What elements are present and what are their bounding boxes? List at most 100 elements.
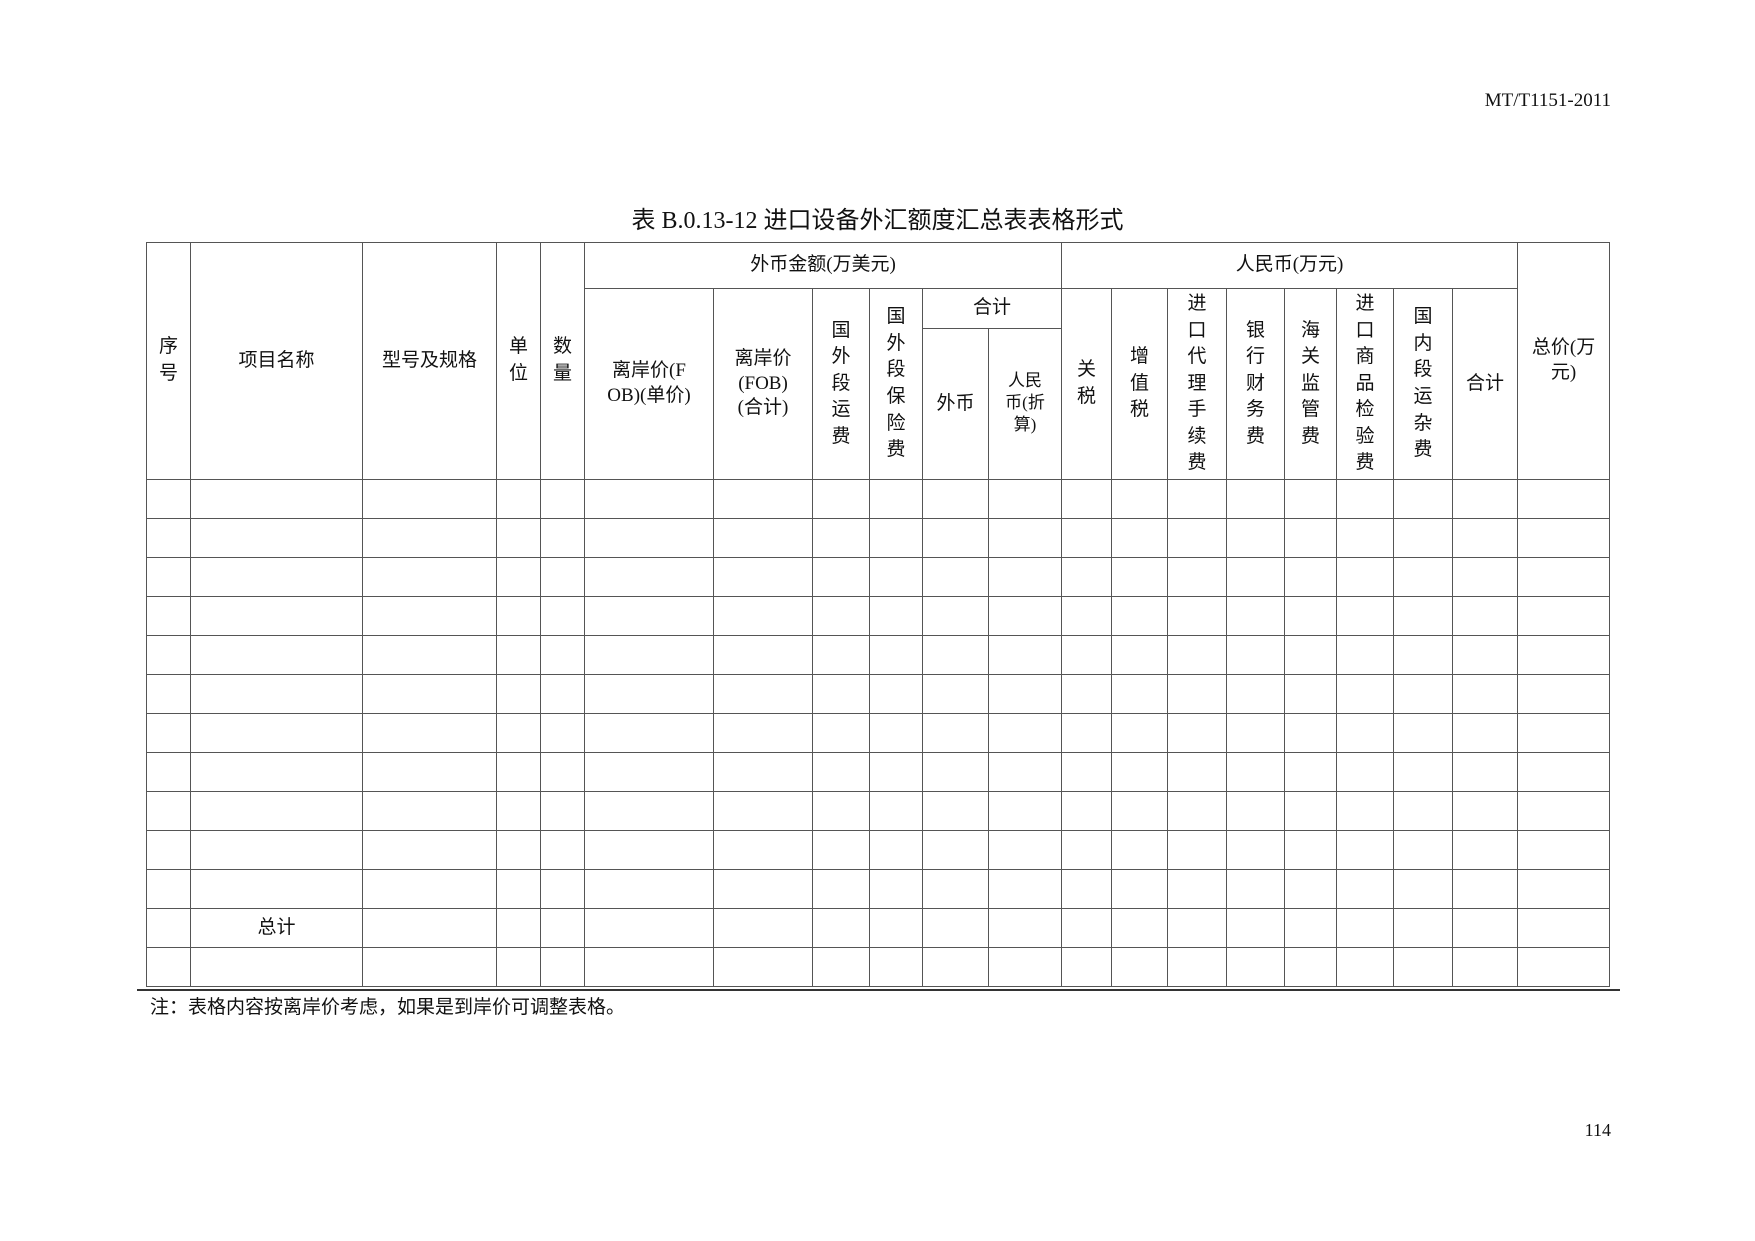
table-cell: [1393, 635, 1454, 675]
table-cell: [1167, 752, 1228, 792]
table-cell: [1517, 479, 1611, 519]
table-cell: [190, 947, 363, 987]
table-cell: [1284, 947, 1338, 987]
table-cell: [922, 479, 989, 519]
table-cell: [1393, 674, 1454, 714]
table-cell: [812, 830, 870, 870]
header-name: 项目名称: [190, 242, 363, 480]
table-cell: [190, 557, 363, 597]
table-cell: [869, 830, 923, 870]
table-cell: [1517, 908, 1611, 948]
table-cell: [987, 557, 1063, 597]
table-cell: [1111, 908, 1169, 948]
table-cell: [584, 830, 714, 870]
header-insurance: 国外段保险费: [869, 288, 923, 480]
table-cell: [1336, 713, 1395, 753]
header-bank: 银行财务费: [1226, 288, 1286, 480]
table-cell: [922, 830, 989, 870]
table-cell: [1111, 752, 1169, 792]
table-cell: [584, 518, 714, 558]
table-cell: [1061, 596, 1113, 636]
table-cell: [1111, 830, 1169, 870]
table-cell: [1226, 830, 1286, 870]
table-cell: [584, 674, 714, 714]
table-cell: [812, 518, 870, 558]
table-cell: [584, 908, 714, 948]
table-cell: [1061, 479, 1113, 519]
table-cell: [1336, 674, 1395, 714]
table-cell: [496, 557, 541, 597]
table-cell: [1452, 752, 1519, 792]
table-cell: [1111, 869, 1169, 909]
table-cell: [987, 947, 1063, 987]
table-cell: [362, 557, 497, 597]
table-cell: [713, 830, 813, 870]
table-cell: [540, 518, 585, 558]
table-cell: [1517, 713, 1611, 753]
table-cell: [146, 752, 191, 792]
table-cell: [1452, 518, 1519, 558]
table-cell: [1284, 518, 1338, 558]
table-cell: [1167, 908, 1228, 948]
table-cell: [987, 908, 1063, 948]
header-fob-unit: 离岸价(FOB)(单价): [584, 288, 714, 480]
table-cell: [922, 518, 989, 558]
table-cell: [1226, 557, 1286, 597]
table-cell: [362, 596, 497, 636]
table-cell: [1111, 596, 1169, 636]
table-cell: [146, 674, 191, 714]
table-cell: [190, 713, 363, 753]
table-cell: [1452, 635, 1519, 675]
table-cell: [1111, 557, 1169, 597]
table-cell: [362, 908, 497, 948]
table-cell: [1393, 713, 1454, 753]
table-cell: [1393, 869, 1454, 909]
table-cell: [584, 713, 714, 753]
table-cell: [713, 869, 813, 909]
table-cell: [713, 635, 813, 675]
table-cell: [146, 557, 191, 597]
table-cell: [987, 479, 1063, 519]
header-agency: 进口代理手续费: [1167, 288, 1228, 480]
table-cell: [1111, 674, 1169, 714]
table-cell: [987, 596, 1063, 636]
table-cell: [869, 713, 923, 753]
table-cell: [1226, 908, 1286, 948]
table-row: [146, 791, 1611, 831]
table-cell: [922, 908, 989, 948]
table-cell: [812, 908, 870, 948]
table-cell: [540, 557, 585, 597]
table-cell: [869, 674, 923, 714]
table-cell: [1226, 791, 1286, 831]
table-cell: [869, 518, 923, 558]
table-cell: [812, 713, 870, 753]
table-cell: [1284, 713, 1338, 753]
table-cell: [1517, 557, 1611, 597]
table-cell: [713, 557, 813, 597]
table-cell: [1167, 596, 1228, 636]
table-cell: [1167, 557, 1228, 597]
table-cell: [869, 869, 923, 909]
table-cell: [1284, 752, 1338, 792]
summary-table: 序号 项目名称 型号及规格 单位 数量 外币金额(万美元) 人民币(万元) 总价…: [146, 242, 1611, 987]
table-cell: [922, 752, 989, 792]
table-cell: [812, 596, 870, 636]
table-cell: [584, 635, 714, 675]
table-cell: [1284, 830, 1338, 870]
table-cell: [987, 518, 1063, 558]
table-title: 表 B.0.13-12 进口设备外汇额度汇总表表格形式: [631, 208, 1124, 234]
table-cell: [1452, 596, 1519, 636]
table-cell: [190, 635, 363, 675]
table-cell: [540, 479, 585, 519]
table-cell: [1226, 947, 1286, 987]
table-cell: [146, 869, 191, 909]
table-cell: [869, 635, 923, 675]
table-cell: [987, 713, 1063, 753]
table-cell: [1061, 791, 1113, 831]
table-cell: [1517, 947, 1611, 987]
table-row: [146, 947, 1611, 987]
table-cell: [922, 869, 989, 909]
table-cell: [146, 908, 191, 948]
table-cell: [812, 479, 870, 519]
header-grand-total: 总价(万元): [1517, 242, 1611, 480]
